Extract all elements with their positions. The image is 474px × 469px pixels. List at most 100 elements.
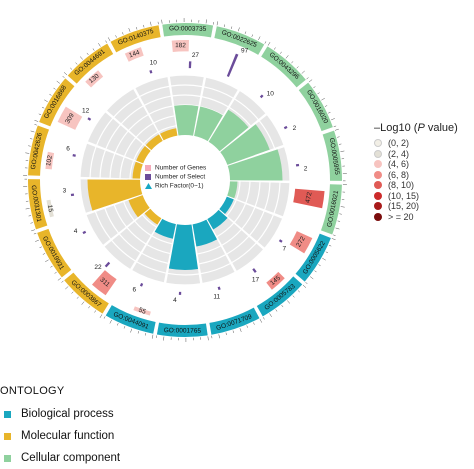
axis-tick (314, 271, 316, 272)
axis-tick (34, 233, 36, 234)
ontology-legend-item: Cellular component (0, 447, 200, 469)
axis-tick (339, 144, 341, 145)
pvalue-legend: –Log10 (P value) (0, 2)(2, 4)(4, 6)(6, 8… (374, 122, 474, 222)
axis-tick (94, 310, 95, 312)
axis-tick (238, 27, 239, 31)
pvalue-swatch (374, 202, 382, 210)
axis-tick (329, 245, 331, 246)
axis-tick (150, 22, 151, 26)
axis-tick (240, 328, 241, 332)
axis-tick (50, 266, 52, 267)
pvalue-legend-item: (15, 20) (374, 201, 474, 212)
axis-tick (318, 93, 320, 94)
axis-tick (93, 49, 94, 51)
axis-tick (322, 258, 325, 260)
pvalue-legend-label: (6, 8) (388, 170, 409, 180)
axis-tick (291, 61, 293, 63)
select-count-label: 2 (304, 166, 308, 173)
pvalue-swatch (374, 160, 382, 168)
axis-tick (145, 333, 146, 335)
axis-tick (336, 228, 340, 229)
axis-tick (58, 278, 61, 280)
axis-tick (233, 331, 234, 333)
axis-tick (334, 126, 336, 127)
axis-tick (110, 320, 112, 324)
axis-tick (280, 52, 282, 54)
axis-tick (265, 41, 266, 43)
axis-tick (143, 25, 144, 27)
pvalue-legend-label: (15, 20) (388, 201, 419, 211)
select-count-label: 6 (66, 146, 70, 153)
axis-tick (274, 47, 275, 49)
pvalue-legend-title: –Log10 (P value) (374, 122, 474, 134)
pvalue-swatch (374, 192, 382, 200)
axis-tick (130, 329, 131, 333)
pvalue-legend-item: (2, 4) (374, 149, 474, 160)
axis-tick (252, 35, 253, 37)
pvalue-swatch (374, 150, 382, 158)
select-count-bar (227, 54, 239, 77)
select-count-label: 97 (241, 47, 249, 54)
axis-tick (337, 137, 339, 138)
axis-tick (313, 86, 315, 87)
axis-tick (106, 41, 107, 43)
select-count-label: 2 (293, 125, 297, 132)
select-count-bar (140, 283, 143, 287)
pvalue-legend-label: (0, 2) (388, 138, 409, 148)
select-count-bar (71, 193, 74, 196)
select-count-bar (189, 61, 192, 68)
center-legend-label: Number of Genes (155, 165, 207, 172)
pvalue-legend-item: (0, 2) (374, 138, 474, 149)
rich-factor-legend-icon (145, 183, 152, 189)
axis-tick (326, 252, 328, 253)
select-count-label: 22 (94, 264, 102, 271)
select-count-label: 4 (173, 297, 177, 304)
grid-cell (171, 86, 202, 96)
axis-tick (305, 282, 307, 284)
axis-tick (116, 35, 117, 37)
axis-tick (297, 66, 299, 68)
axis-tick (163, 337, 164, 341)
axis-tick (332, 238, 336, 239)
axis-tick (321, 98, 324, 100)
axis-tick (303, 285, 306, 288)
grid-cell (166, 274, 200, 284)
select-count-bar (252, 268, 256, 273)
axis-tick (124, 326, 125, 328)
axis-tick (98, 43, 100, 46)
axis-tick (129, 28, 130, 32)
axis-tick (49, 94, 51, 95)
select-count-label: 27 (192, 52, 200, 59)
axis-tick (270, 313, 272, 316)
gene-count-label: 102 (45, 154, 54, 166)
axis-tick (302, 71, 305, 74)
pvalue-legend-label: (2, 4) (388, 149, 409, 159)
axis-tick (335, 129, 339, 130)
axis-tick (82, 302, 85, 305)
select-count-bar (218, 286, 221, 290)
axis-tick (65, 286, 68, 289)
axis-tick (31, 131, 35, 132)
axis-tick (45, 260, 48, 262)
axis-tick (162, 20, 163, 24)
axis-tick (80, 57, 83, 60)
axis-tick (226, 333, 227, 335)
axis-tick (39, 114, 41, 115)
axis-tick (298, 290, 300, 292)
pvalue-swatch (374, 213, 382, 221)
select-count-bar (82, 231, 86, 234)
pvalue-swatch (374, 181, 382, 189)
axis-tick (72, 292, 74, 294)
axis-tick (34, 120, 38, 121)
ontology-legend-label: Molecular function (21, 430, 114, 442)
go-term-label: GO:0005783 (263, 283, 297, 312)
axis-tick (100, 314, 102, 317)
axis-tick (287, 300, 290, 303)
select-count-bar (279, 239, 283, 243)
select-count-bar (284, 126, 288, 129)
grid-cell (170, 76, 204, 86)
axis-tick (331, 118, 335, 120)
select-count-label: 6 (132, 286, 136, 293)
